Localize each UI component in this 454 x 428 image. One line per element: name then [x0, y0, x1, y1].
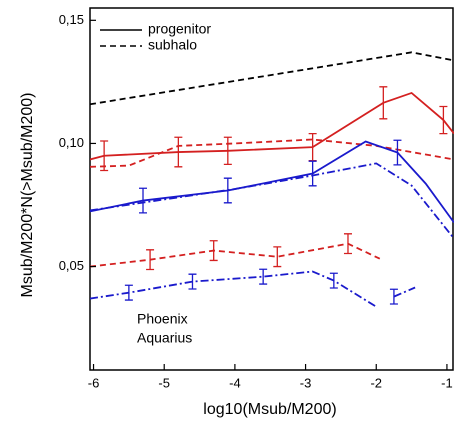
error-bar — [343, 233, 352, 255]
error-bar — [223, 136, 232, 166]
error-bar — [439, 105, 448, 135]
y-tick-label: 0,10 — [59, 135, 84, 150]
x-tick-label: -4 — [229, 375, 241, 390]
error-bar — [379, 86, 388, 120]
x-tick-label: -1 — [441, 375, 453, 390]
error-bar — [174, 136, 183, 168]
series-line — [90, 140, 454, 224]
annotation: Aquarius — [137, 330, 192, 346]
series-line — [90, 162, 454, 240]
annotation: Phoenix — [137, 311, 188, 327]
y-axis-label: Msub/M200*N(>Msub/M200) — [19, 93, 36, 298]
y-tick-label: 0,15 — [59, 12, 84, 27]
legend-label: subhalo — [148, 37, 197, 53]
error-bar — [188, 273, 197, 290]
y-tick-label: 0,05 — [59, 258, 84, 273]
x-tick-label: -2 — [370, 375, 382, 390]
series-line — [90, 242, 381, 268]
error-bar — [389, 288, 398, 305]
legend-label: progenitor — [148, 21, 211, 37]
error-bar — [124, 284, 133, 301]
error-bar — [209, 240, 218, 262]
plot-area — [90, 51, 454, 308]
error-bar — [273, 246, 282, 268]
error-bar — [329, 272, 338, 289]
x-tick-label: -3 — [300, 375, 312, 390]
x-tick-label: -6 — [88, 375, 100, 390]
error-bar — [308, 160, 317, 187]
x-tick-label: -5 — [158, 375, 170, 390]
plot-frame — [89, 7, 454, 371]
error-bar — [259, 268, 268, 285]
x-axis-label: log10(Msub/M200) — [203, 401, 336, 418]
error-bar — [139, 187, 148, 214]
series-line — [90, 51, 454, 106]
error-bar — [393, 139, 402, 166]
error-bar — [146, 249, 155, 271]
series-line — [393, 286, 416, 298]
